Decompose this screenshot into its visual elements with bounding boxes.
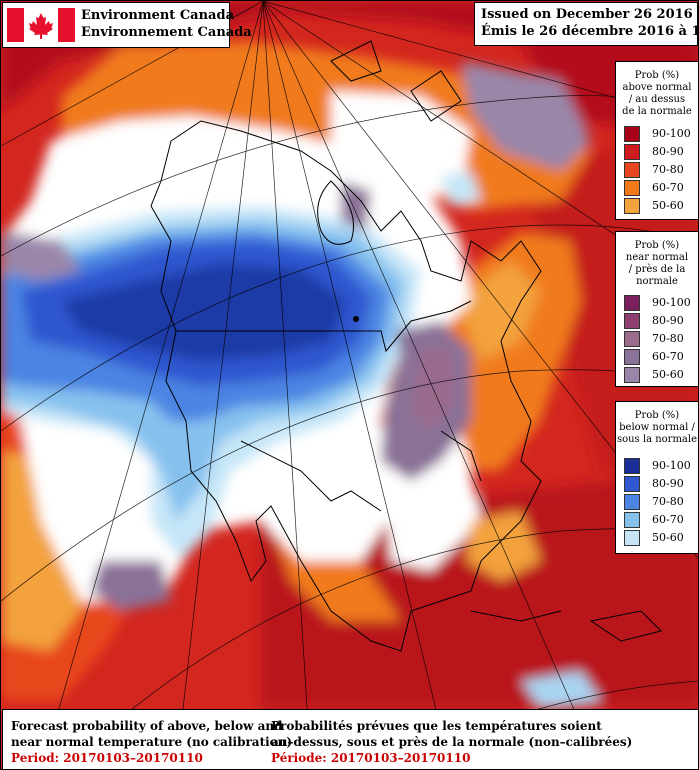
caption-en-line2: near normal temperature (no calibration) [11,735,293,749]
legend-title-line: Prob (%) [634,240,680,251]
legend-swatch [624,198,640,214]
legend-entry: 60-70 [624,512,698,529]
probability-fields [1,1,698,709]
legend-title-line: Prob (%) [634,410,680,421]
legend-entry: 70-80 [624,494,698,511]
legend-swatch [624,162,640,178]
coastlines [150,40,662,652]
legend-above-normal: Prob (%) above normal / au dessus de la … [615,61,698,220]
legend-title-line: de la normale [622,106,692,117]
legend-entry: 50-60 [624,530,698,547]
legend-entry: 80-90 [624,313,698,330]
issue-date-box: Issued on December 26 2016 at 12Z Émis l… [474,2,698,46]
legend-entry: 90-100 [624,295,698,312]
caption-en-period: Period: 20170103–20170110 [11,751,203,765]
legend-entry: 80-90 [624,476,698,493]
legend-title-line: normale [636,276,678,287]
legend-range: 90-100 [652,296,691,309]
legend-entry: 70-80 [624,162,698,179]
legend-swatch [624,367,640,383]
legend-entry: 70-80 [624,331,698,348]
legend-entry: 60-70 [624,180,698,197]
legend-swatch [624,331,640,347]
legend-swatch [624,126,640,142]
legend-range: 90-100 [652,127,691,140]
legend-range: 50-60 [652,199,684,212]
legend-entry: 60-70 [624,349,698,366]
legend-near-normal: Prob (%) near normal / près de la normal… [615,231,698,387]
legend-range: 70-80 [652,332,684,345]
caption-fr-line2: au–dessus, sous et près de la normale (n… [271,735,633,749]
legend-entry: 80-90 [624,144,698,161]
legend-swatch [624,295,640,311]
legend-swatch [624,530,640,546]
legend-range: 60-70 [652,513,684,526]
agency-name-en: Environment Canada [81,8,234,23]
legend-range: 80-90 [652,145,684,158]
legend-range: 80-90 [652,477,684,490]
canada-flag-icon [7,8,75,42]
forecast-caption: Forecast probability of above, below and… [2,709,698,769]
legend-swatch [624,313,640,329]
legend-entry: 90-100 [624,126,698,143]
legend-range: 60-70 [652,181,684,194]
legend-entry: 50-60 [624,198,698,215]
legend-title-line: / au dessus [628,94,686,105]
legend-swatch [624,458,640,474]
legend-below-normal: Prob (%) below normal / sous la normale … [615,401,698,554]
legend-swatch [624,349,640,365]
city-dot [353,316,359,322]
agency-logo-box: Environment Canada Environnement Canada [2,2,252,48]
legend-range: 50-60 [652,368,684,381]
legend-swatch [624,476,640,492]
legend-swatch [624,144,640,160]
legend-range: 90-100 [652,459,691,472]
legend-entry: 90-100 [624,458,698,475]
legend-title-line: / près de la [628,264,686,275]
issued-fr: Émis le 26 décembre 2016 à 12Z [481,24,699,39]
legend-range: 70-80 [652,495,684,508]
legend-range: 70-80 [652,163,684,176]
legend-title-line: above normal [622,82,692,93]
caption-fr-period: Période: 20170103–20170110 [271,751,471,765]
agency-name-fr: Environnement Canada [81,25,252,40]
legend-swatch [624,512,640,528]
legend-range: 60-70 [652,350,684,363]
caption-en-line1: Forecast probability of above, below and [11,719,283,733]
legend-title-line: Prob (%) [634,70,680,81]
legend-swatch [624,494,640,510]
legend-title-line: sous la normale [616,434,698,445]
legend-title-line: near normal [625,252,689,263]
legend-swatch [624,180,640,196]
issued-en: Issued on December 26 2016 at 12Z [481,7,698,22]
legend-range: 80-90 [652,314,684,327]
legend-title-line: below normal / [619,422,695,433]
legend-entry: 50-60 [624,367,698,384]
caption-fr-line1: Probabilités prévues que les température… [271,719,602,733]
legend-range: 50-60 [652,531,684,544]
